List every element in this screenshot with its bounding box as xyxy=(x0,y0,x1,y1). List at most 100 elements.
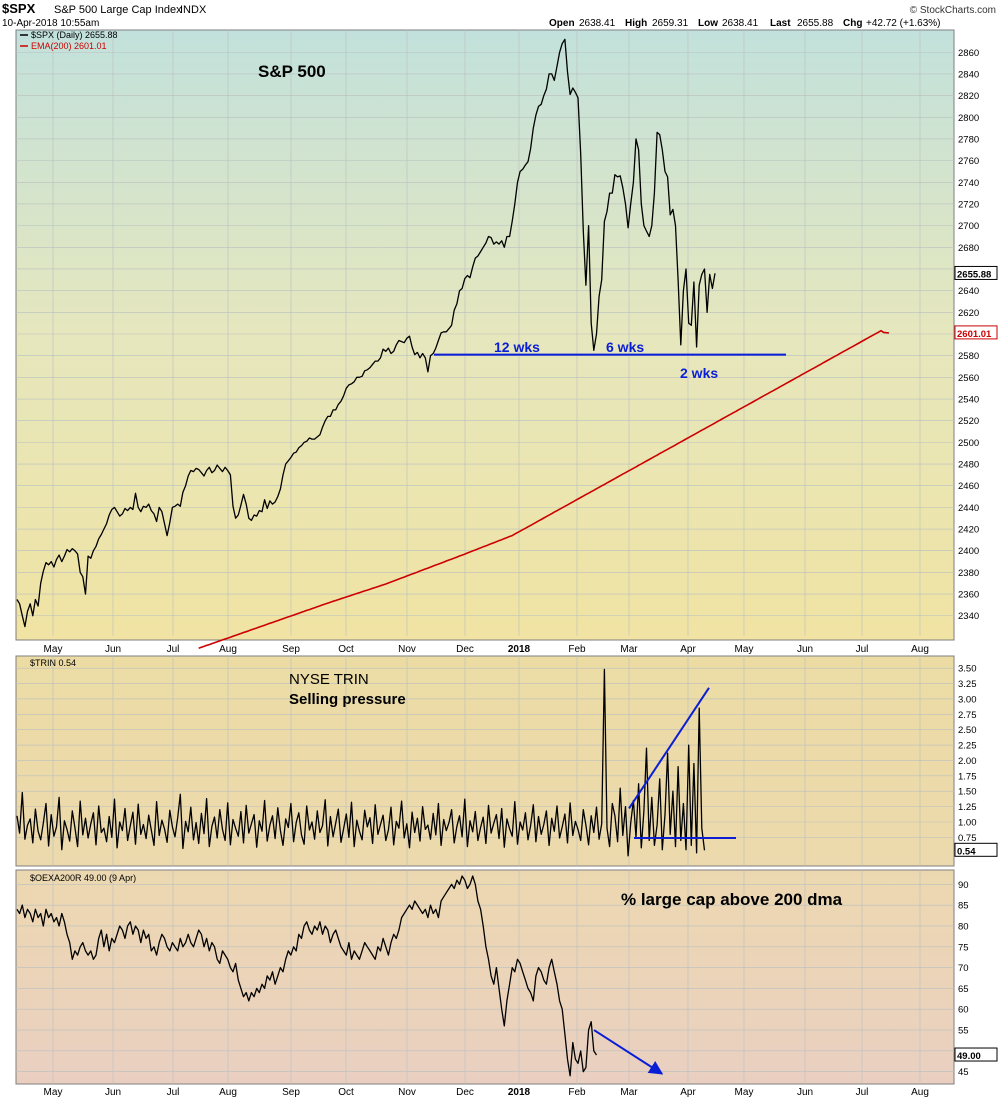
y-tick-label: 1.50 xyxy=(958,787,977,798)
open-label: Open xyxy=(549,18,575,29)
legend-trin: $TRIN 0.54 xyxy=(30,658,76,668)
header-date: 10-Apr-2018 10:55am xyxy=(2,18,99,29)
chg-value: +42.72 (+1.63%) xyxy=(866,18,941,29)
header-source: © StockCharts.com xyxy=(910,5,996,16)
legend-ema: EMA(200) 2601.01 xyxy=(31,41,107,51)
y-tick-label: 2780 xyxy=(958,134,979,145)
y-tick-label: 2560 xyxy=(958,373,979,384)
y-tick-label: 2.75 xyxy=(958,710,977,721)
y-tick-label: 2340 xyxy=(958,611,979,622)
y-tick-label: 1.25 xyxy=(958,802,977,813)
y-tick-label: 3.50 xyxy=(958,664,977,675)
x-month-label: 2018 xyxy=(508,1087,531,1098)
y-tick-label: 65 xyxy=(958,984,969,995)
y-tick-label: 2540 xyxy=(958,395,979,406)
x-month-label: Jun xyxy=(797,1087,813,1098)
x-month-label: Nov xyxy=(398,1087,416,1098)
y-tick-label: 2700 xyxy=(958,221,979,232)
x-month-label: Jul xyxy=(167,1087,180,1098)
x-month-label: Oct xyxy=(338,644,354,655)
x-month-label: Apr xyxy=(680,1087,696,1098)
y-tick-label: 2440 xyxy=(958,503,979,514)
y-tick-label: 90 xyxy=(958,880,969,891)
y-tick-label: 2760 xyxy=(958,156,979,167)
low-label: Low xyxy=(698,18,718,29)
price-tag-label: 2601.01 xyxy=(957,329,992,340)
header-name: S&P 500 Large Cap Index xyxy=(54,4,182,16)
y-tick-label: 2520 xyxy=(958,416,979,427)
y-tick-label: 3.00 xyxy=(958,694,977,705)
y-tick-label: 0.75 xyxy=(958,833,977,844)
x-month-label: Jul xyxy=(856,1087,869,1098)
x-month-label: Feb xyxy=(568,644,586,655)
y-tick-label: 70 xyxy=(958,963,969,974)
x-month-label: Dec xyxy=(456,644,474,655)
header-symbol: $SPX xyxy=(2,1,36,16)
y-tick-label: 2820 xyxy=(958,91,979,102)
y-tick-label: 80 xyxy=(958,921,969,932)
annotation-12-wks: 12 wks xyxy=(494,339,540,355)
last-label: Last xyxy=(770,18,791,29)
y-tick-label: 2460 xyxy=(958,481,979,492)
price-tag-label: 49.00 xyxy=(957,1051,981,1062)
annotation-2-wks: 2 wks xyxy=(680,365,718,381)
x-month-label: Aug xyxy=(911,644,929,655)
y-tick-label: 2720 xyxy=(958,199,979,210)
price-tag-label: 2655.88 xyxy=(957,269,991,280)
y-tick-label: 1.75 xyxy=(958,771,977,782)
y-tick-label: 2400 xyxy=(958,546,979,557)
x-month-label: Jun xyxy=(105,644,121,655)
low-value: 2638.41 xyxy=(722,18,759,29)
ohlc-readout: Open 2638.41 High 2659.31 Low 2638.41 La… xyxy=(549,18,941,29)
high-label: High xyxy=(625,18,647,29)
legend-breadth: $OEXA200R 49.00 (9 Apr) xyxy=(30,873,136,883)
price-panel-bg xyxy=(16,30,954,640)
y-tick-label: 2620 xyxy=(958,308,979,319)
y-tick-label: 2.50 xyxy=(958,725,977,736)
x-month-label: Jun xyxy=(797,644,813,655)
y-tick-label: 55 xyxy=(958,1026,969,1037)
chg-label: Chg xyxy=(843,18,862,29)
y-tick-label: 2360 xyxy=(958,590,979,601)
x-month-label: Jun xyxy=(105,1087,121,1098)
price-tag-label: 0.54 xyxy=(957,846,976,857)
x-month-label: May xyxy=(44,1087,63,1098)
y-tick-label: 3.25 xyxy=(958,679,977,690)
legend-spx: $SPX (Daily) 2655.88 xyxy=(31,30,118,40)
x-month-label: Feb xyxy=(568,1087,586,1098)
y-tick-label: 2640 xyxy=(958,286,979,297)
x-month-label: May xyxy=(735,1087,754,1098)
y-tick-label: 2480 xyxy=(958,460,979,471)
y-tick-label: 2.00 xyxy=(958,756,977,767)
x-month-label: May xyxy=(44,644,63,655)
high-value: 2659.31 xyxy=(652,18,689,29)
x-month-label: Sep xyxy=(282,644,300,655)
x-month-label: Oct xyxy=(338,1087,354,1098)
breadth-panel-title: % large cap above 200 dma xyxy=(621,890,843,909)
trin-panel-title: NYSE TRIN xyxy=(289,671,369,688)
open-value: 2638.41 xyxy=(579,18,616,29)
x-month-label: Nov xyxy=(398,644,416,655)
y-tick-label: 2680 xyxy=(958,243,979,254)
y-tick-label: 2580 xyxy=(958,351,979,362)
annotation-6-wks: 6 wks xyxy=(606,339,644,355)
header-exchange: INDX xyxy=(180,4,207,16)
y-tick-label: 60 xyxy=(958,1005,969,1016)
x-month-label: 2018 xyxy=(508,644,531,655)
y-tick-label: 2840 xyxy=(958,69,979,80)
y-tick-label: 45 xyxy=(958,1067,969,1078)
x-month-label: Aug xyxy=(219,1087,237,1098)
y-tick-label: 75 xyxy=(958,942,969,953)
y-tick-label: 2500 xyxy=(958,438,979,449)
x-month-label: Sep xyxy=(282,1087,300,1098)
y-tick-label: 2380 xyxy=(958,568,979,579)
x-month-label: Aug xyxy=(911,1087,929,1098)
price-panel-title: S&P 500 xyxy=(258,62,326,81)
y-tick-label: 2.25 xyxy=(958,741,977,752)
y-tick-label: 2740 xyxy=(958,178,979,189)
last-value: 2655.88 xyxy=(797,18,834,29)
y-tick-label: 2420 xyxy=(958,525,979,536)
x-month-label: Mar xyxy=(620,1087,638,1098)
y-tick-label: 1.00 xyxy=(958,818,977,829)
